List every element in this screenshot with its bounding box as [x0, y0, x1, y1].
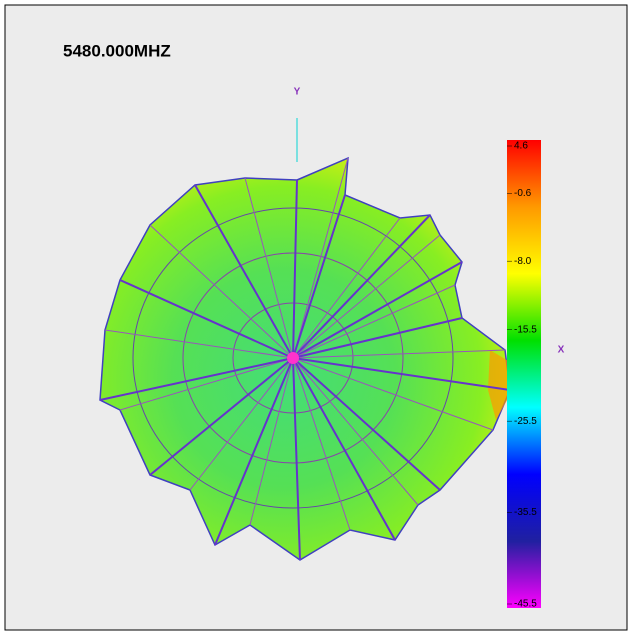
pattern-spoke — [292, 234, 441, 359]
pattern-spoke — [292, 214, 431, 359]
pattern-spoke — [214, 357, 294, 546]
pattern-spoke — [292, 194, 346, 359]
pattern-ring — [132, 207, 454, 509]
pattern-spoke — [292, 357, 419, 506]
pattern-spoke — [292, 357, 494, 431]
pattern-spoke — [149, 224, 294, 359]
pattern-spoke — [292, 317, 463, 359]
pattern-spoke — [292, 357, 301, 561]
pattern-spoke — [292, 157, 349, 359]
colorbar-tick-label: -35.5 — [514, 507, 537, 518]
colorbar-tick-label: -8.0 — [514, 256, 532, 267]
pattern-spoke — [292, 217, 401, 359]
pattern-spoke — [244, 177, 294, 359]
pattern-spoke — [194, 184, 294, 359]
pattern-spoke — [99, 357, 294, 401]
pattern-spoke — [292, 357, 511, 391]
pattern-spoke — [292, 357, 396, 541]
pattern — [99, 156, 511, 561]
pattern-hot-region — [488, 350, 510, 420]
colorbar-tick-label: -15.5 — [514, 324, 537, 335]
pattern-spoke — [149, 357, 294, 476]
pattern-spoke — [292, 261, 463, 359]
pattern-spoke — [119, 357, 294, 411]
pattern-spoke — [249, 357, 294, 526]
pattern-spoke — [292, 349, 506, 359]
pattern-spoke — [292, 179, 298, 359]
pattern-center — [287, 352, 299, 364]
colorbar-tick-label: -25.5 — [514, 416, 537, 427]
pattern-ring — [182, 252, 404, 464]
pattern-ring — [232, 302, 354, 414]
pattern-spoke — [292, 357, 351, 531]
colorbar-tick-label: -45.5 — [514, 599, 537, 610]
y-axis-label: Y — [294, 87, 301, 98]
pattern-spoke — [119, 279, 294, 359]
pattern-spoke — [292, 357, 441, 491]
pattern-spoke — [104, 329, 294, 359]
chart-title: 5480.000MHZ — [63, 41, 171, 60]
colorbar-tick-label: 4.6 — [514, 141, 528, 152]
colorbar — [507, 140, 541, 608]
pattern-spoke — [189, 357, 294, 491]
pattern-spoke — [292, 284, 456, 359]
colorbar-tick-label: -0.6 — [514, 188, 532, 199]
x-axis-label: X — [558, 345, 565, 356]
